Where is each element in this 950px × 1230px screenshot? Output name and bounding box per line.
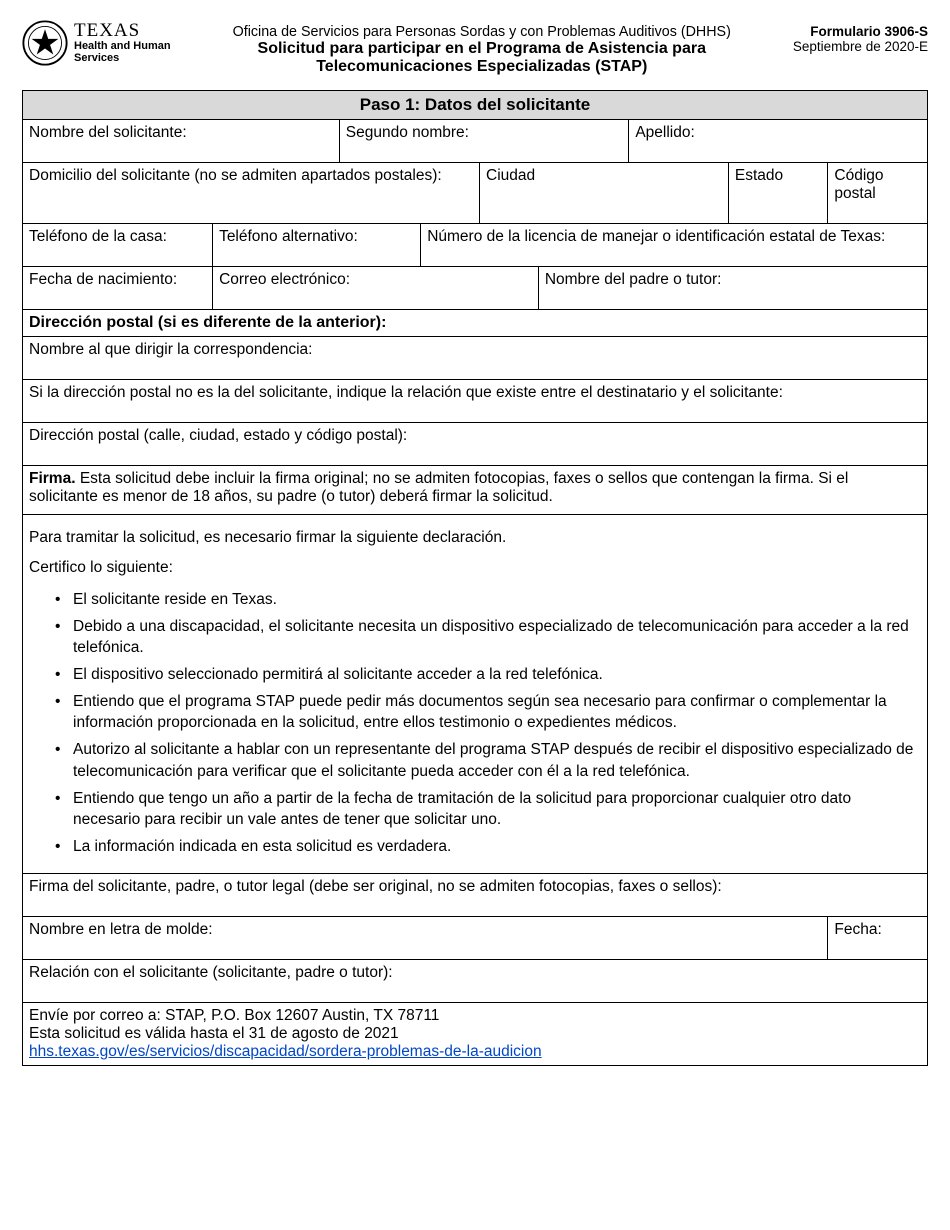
field-email[interactable]: Correo electrónico: [213, 267, 539, 310]
field-addressee[interactable]: Nombre al que dirigir la correspondencia… [23, 337, 928, 380]
cert-item: Entiendo que tengo un año a partir de la… [73, 788, 921, 831]
field-middle-name[interactable]: Segundo nombre: [339, 120, 629, 163]
cert-item: Entiendo que el programa STAP puede pedi… [73, 691, 921, 734]
cert-item: La información indicada en esta solicitu… [73, 836, 921, 858]
agency-logo-text: TEXAS Health and Human Services [74, 21, 171, 64]
signature-intro-rest: Esta solicitud debe incluir la firma ori… [29, 470, 848, 505]
page-header: TEXAS Health and Human Services Oficina … [22, 20, 928, 76]
logo-line1: TEXAS [74, 21, 171, 41]
field-city[interactable]: Ciudad [480, 163, 729, 224]
step1-heading: Paso 1: Datos del solicitante [23, 91, 928, 120]
cert-list: El solicitante reside en Texas. Debido a… [29, 589, 921, 858]
field-parent[interactable]: Nombre del padre o tutor: [538, 267, 927, 310]
field-alt-phone[interactable]: Teléfono alternativo: [213, 224, 421, 267]
form-title-1: Solicitud para participar en el Programa… [183, 40, 781, 58]
agency-logo: TEXAS Health and Human Services [22, 20, 171, 66]
form-title-2: Telecomunicaciones Especializadas (STAP) [183, 58, 781, 76]
field-printed-name[interactable]: Nombre en letra de molde: [23, 916, 828, 959]
field-last-name[interactable]: Apellido: [629, 120, 928, 163]
cert-item: Debido a una discapacidad, el solicitant… [73, 616, 921, 659]
office-name: Oficina de Servicios para Personas Sorda… [183, 24, 781, 40]
application-form: Paso 1: Datos del solicitante Nombre del… [22, 90, 928, 1066]
footer-valid: Esta solicitud es válida hasta el 31 de … [29, 1025, 921, 1043]
field-signature[interactable]: Firma del solicitante, padre, o tutor le… [23, 873, 928, 916]
form-number: Formulario 3906-S [793, 24, 928, 39]
form-date: Septiembre de 2020-E [793, 39, 928, 54]
mailing-heading: Dirección postal (si es diferente de la … [23, 310, 928, 337]
cert-item: El dispositivo seleccionado permitirá al… [73, 664, 921, 686]
texas-seal-icon [22, 20, 68, 66]
form-footer: Envíe por correo a: STAP, P.O. Box 12607… [23, 1002, 928, 1065]
footer-link[interactable]: hhs.texas.gov/es/servicios/discapacidad/… [29, 1043, 542, 1060]
signature-intro: Firma. Esta solicitud debe incluir la fi… [23, 466, 928, 515]
field-mail-relation[interactable]: Si la dirección postal no es la del soli… [23, 380, 928, 423]
cert-item: El solicitante reside en Texas. [73, 589, 921, 611]
certification-block: Para tramitar la solicitud, es necesario… [23, 515, 928, 874]
field-state[interactable]: Estado [728, 163, 828, 224]
field-mail-address[interactable]: Dirección postal (calle, ciudad, estado … [23, 423, 928, 466]
field-address[interactable]: Domicilio del solicitante (no se admiten… [23, 163, 480, 224]
form-number-block: Formulario 3906-S Septiembre de 2020-E [793, 20, 928, 54]
field-zip[interactable]: Código postal [828, 163, 928, 224]
header-title-block: Oficina de Servicios para Personas Sorda… [183, 20, 781, 76]
cert-item: Autorizo al solicitante a hablar con un … [73, 739, 921, 782]
cert-para2: Certifico lo siguiente: [29, 559, 921, 577]
field-home-phone[interactable]: Teléfono de la casa: [23, 224, 213, 267]
field-first-name[interactable]: Nombre del solicitante: [23, 120, 340, 163]
logo-line3: Services [74, 53, 171, 65]
field-dob[interactable]: Fecha de nacimiento: [23, 267, 213, 310]
field-license[interactable]: Número de la licencia de manejar o ident… [421, 224, 928, 267]
field-date[interactable]: Fecha: [828, 916, 928, 959]
signature-intro-bold: Firma. [29, 470, 76, 487]
footer-mail: Envíe por correo a: STAP, P.O. Box 12607… [29, 1007, 921, 1025]
cert-para1: Para tramitar la solicitud, es necesario… [29, 529, 921, 547]
field-relationship[interactable]: Relación con el solicitante (solicitante… [23, 959, 928, 1002]
